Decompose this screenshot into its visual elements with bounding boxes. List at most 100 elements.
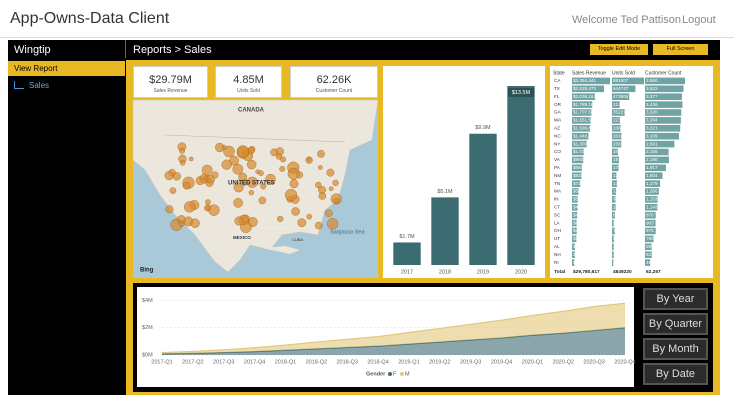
area-chart: $0M $2M $4M 2017-Q1 2017-Q2 2017-Q3 2017-Q4 201… xyxy=(142,298,636,378)
data-bar xyxy=(612,140,622,148)
table-cell: $401,445 xyxy=(573,220,593,225)
data-bar xyxy=(645,164,666,172)
table-cell: $3,354,441 xyxy=(573,78,596,83)
x-tick-label: 2018 xyxy=(439,269,451,275)
logout[interactable]: Logout xyxy=(682,14,716,26)
table-cell: $993,454 xyxy=(573,157,593,162)
data-bar xyxy=(645,251,652,258)
table-cell: $256,313 xyxy=(573,252,593,257)
bar xyxy=(431,197,459,265)
table-cell: 236120 xyxy=(613,126,629,131)
data-bar xyxy=(645,77,685,85)
area-M xyxy=(162,303,625,354)
full-screen-button[interactable]: Full Screen xyxy=(653,44,708,55)
legend-marker xyxy=(388,372,392,376)
view-button[interactable]: By Year xyxy=(643,288,708,310)
map-dot xyxy=(270,148,278,157)
map-dot xyxy=(164,171,174,181)
bar xyxy=(469,133,497,265)
table-cell: $1,448,889 xyxy=(573,133,596,138)
map-dot xyxy=(315,181,322,189)
table-cell: 599 xyxy=(646,244,654,249)
table-cell: GA xyxy=(554,110,562,115)
map-dot xyxy=(333,198,340,204)
table-cell: 1,917 xyxy=(646,165,658,170)
x-tick-label: 2017-Q4 xyxy=(244,359,265,365)
map-label: Gulf of Mexico xyxy=(260,225,289,230)
table-cell: $1,037,779 xyxy=(573,149,596,154)
column-header: Units Sold xyxy=(612,70,635,76)
y-tick-label: $0M xyxy=(142,352,153,358)
map-dot xyxy=(258,196,267,205)
map-label: MEXICO xyxy=(233,235,251,240)
view-button[interactable]: By Month xyxy=(643,338,708,360)
x-tick-label: 2020-Q2 xyxy=(553,359,574,365)
table-cell: 82863 xyxy=(613,212,626,217)
data-bar xyxy=(572,109,592,116)
kpi-card: 4.85M Units Sold xyxy=(215,66,282,98)
map-dot xyxy=(317,150,325,158)
table-cell: CA xyxy=(554,78,561,83)
data-bar xyxy=(645,140,675,148)
map-dot xyxy=(326,168,335,177)
brand[interactable]: Wingtip xyxy=(14,44,51,56)
table-cell: $384,891 xyxy=(573,236,593,241)
data-label: $5.1M xyxy=(437,189,453,195)
data-bar xyxy=(572,211,578,219)
view-button[interactable]: By Quarter xyxy=(643,313,708,335)
table-cell: 1,266 xyxy=(646,189,658,194)
map-dot xyxy=(332,179,339,187)
y-tick-label: $2M xyxy=(142,325,153,331)
table-cell: $728,281 xyxy=(573,181,593,186)
table-cell: $2,829,473 xyxy=(573,86,596,91)
data-bar xyxy=(645,132,679,140)
table-cell: 100853 xyxy=(613,205,629,210)
column-header: Sales Revenue xyxy=(572,70,606,76)
x-tick-label: 2019-Q1 xyxy=(398,359,419,365)
x-tick-label: 2017-Q2 xyxy=(182,359,203,365)
map-dot xyxy=(169,187,177,194)
sidebar-item[interactable]: Sales xyxy=(29,81,50,90)
map-dot xyxy=(182,181,191,190)
data-bar xyxy=(572,85,605,93)
map-dot xyxy=(255,169,260,175)
x-tick-label: 2019-Q3 xyxy=(460,359,481,365)
table-cell: $1,596,896 xyxy=(573,126,596,131)
map-dot xyxy=(238,172,248,182)
data-bar xyxy=(612,125,621,132)
legend-title: Gender xyxy=(366,371,386,377)
map-dot xyxy=(184,201,196,213)
table-cell: 3,109 xyxy=(646,133,658,138)
bar xyxy=(507,86,535,265)
map-dot xyxy=(233,198,243,208)
table-cell: 2,155 xyxy=(646,149,658,154)
kpi-card: 62.26K Customer Count xyxy=(290,66,378,98)
x-tick-label: 2017-Q1 xyxy=(151,359,172,365)
data-bar xyxy=(572,172,582,179)
table-cell: WA xyxy=(554,118,562,123)
map-dot xyxy=(285,188,298,202)
data-bar xyxy=(612,77,644,85)
data-bar xyxy=(612,196,616,203)
table-cell: 2,691 xyxy=(646,141,658,146)
map-dot xyxy=(223,145,235,158)
bar xyxy=(393,242,421,265)
table-cell: $1,651,541 xyxy=(573,118,596,123)
data-bar xyxy=(572,227,577,235)
table-cell: 3,660 xyxy=(646,78,658,83)
map-dot xyxy=(179,147,186,154)
table-cell: 47555 xyxy=(613,244,626,249)
data-bar xyxy=(612,188,617,195)
bar-chart: 2017 $1.7M 2018 $5.1M 2019 $9.9M 2020 $13.5M xyxy=(393,86,535,275)
toggle-edit-button[interactable]: Toggle Edit Mode xyxy=(590,44,648,55)
map-dot xyxy=(221,144,227,150)
view-button[interactable]: By Date xyxy=(643,363,708,385)
kpi-label: Units Sold xyxy=(237,88,260,94)
data-bar xyxy=(612,204,616,211)
data-bar xyxy=(645,109,682,116)
table-cell: AZ xyxy=(554,126,560,131)
legend-marker xyxy=(400,372,404,376)
table-cell: CO xyxy=(554,149,561,154)
data-label: $9.9M xyxy=(475,125,491,131)
data-bar xyxy=(572,132,589,140)
